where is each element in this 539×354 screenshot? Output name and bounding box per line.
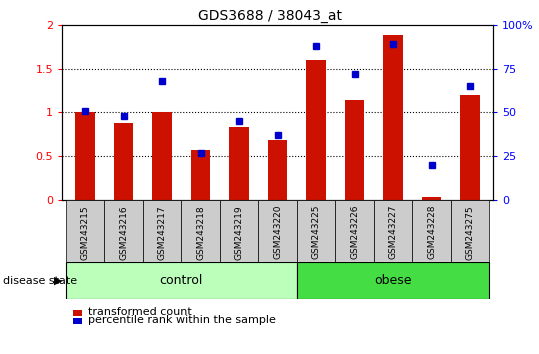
Bar: [268, 139, 287, 200]
Bar: [422, 196, 441, 200]
Text: GSM243216: GSM243216: [119, 205, 128, 259]
Text: GSM243215: GSM243215: [81, 205, 89, 259]
Bar: [181, 200, 220, 262]
Bar: [460, 95, 480, 200]
Text: obese: obese: [374, 274, 412, 287]
Bar: [383, 35, 403, 200]
Bar: [153, 113, 172, 200]
Bar: [143, 200, 181, 262]
Bar: [335, 200, 374, 262]
Text: disease state: disease state: [3, 275, 77, 286]
Bar: [230, 127, 248, 200]
Bar: [258, 200, 297, 262]
Text: control: control: [160, 274, 203, 287]
Bar: [66, 200, 105, 262]
Text: ▶: ▶: [54, 275, 63, 286]
Bar: [297, 262, 489, 299]
Bar: [66, 262, 297, 299]
Bar: [75, 113, 95, 200]
Bar: [105, 200, 143, 262]
Text: GSM243226: GSM243226: [350, 205, 359, 259]
Text: GSM243225: GSM243225: [312, 205, 321, 259]
Bar: [451, 200, 489, 262]
Bar: [345, 100, 364, 200]
Text: GSM243228: GSM243228: [427, 205, 436, 259]
Bar: [220, 200, 258, 262]
Text: percentile rank within the sample: percentile rank within the sample: [88, 315, 276, 325]
Text: GSM243218: GSM243218: [196, 205, 205, 259]
Text: GSM243275: GSM243275: [466, 205, 474, 259]
Text: GSM243220: GSM243220: [273, 205, 282, 259]
Text: GDS3688 / 38043_at: GDS3688 / 38043_at: [197, 9, 342, 23]
Text: transformed count: transformed count: [88, 307, 191, 317]
Bar: [114, 123, 133, 200]
Bar: [307, 60, 326, 200]
Text: GSM243227: GSM243227: [389, 205, 398, 259]
Bar: [374, 200, 412, 262]
Bar: [412, 200, 451, 262]
Bar: [297, 200, 335, 262]
Bar: [191, 150, 210, 200]
Text: GSM243217: GSM243217: [157, 205, 167, 259]
Text: GSM243219: GSM243219: [234, 205, 244, 259]
